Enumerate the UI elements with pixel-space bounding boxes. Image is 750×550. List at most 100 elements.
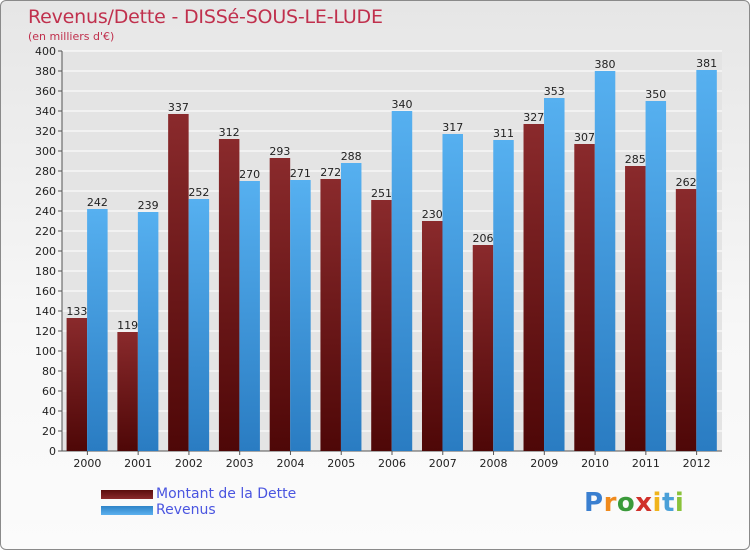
y-tick-label: 380 [35,65,56,78]
y-tick-label: 300 [35,145,56,158]
bar-dette [574,144,595,451]
logo-letter: x [635,488,653,518]
x-tick-label: 2012 [683,457,711,470]
x-tick-label: 2010 [581,457,609,470]
y-tick-label: 20 [42,425,56,438]
x-tick-label: 2009 [530,457,558,470]
y-tick-label: 340 [35,105,56,118]
data-label-revenus: 270 [239,168,260,181]
x-tick-label: 2006 [378,457,406,470]
y-tick-label: 240 [35,205,56,218]
data-label-dette: 312 [219,126,240,139]
bar-revenus [391,111,413,451]
y-tick-label: 400 [35,45,56,58]
bar-revenus [594,71,616,451]
y-tick-label: 280 [35,165,56,178]
data-label-dette: 230 [422,208,443,221]
y-tick-label: 80 [42,365,56,378]
y-tick-label: 160 [35,285,56,298]
data-label-revenus: 311 [493,127,514,140]
data-label-revenus: 252 [188,186,209,199]
data-label-revenus: 242 [87,196,108,209]
y-tick-label: 40 [42,405,56,418]
logo-letter: i [652,488,662,518]
data-label-dette: 293 [269,145,290,158]
bar-revenus [239,181,260,451]
x-tick-label: 2011 [632,457,660,470]
y-tick-label: 260 [35,185,56,198]
legend-label-revenus: Revenus [156,502,216,518]
bar-revenus [340,163,362,451]
data-label-revenus: 380 [595,58,616,71]
bar-dette [625,166,646,451]
bar-dette [269,158,291,451]
bar-dette [218,139,240,451]
bar-dette [472,245,494,451]
data-label-dette: 262 [676,176,697,189]
proxiti-logo: Proxiti [584,488,684,518]
legend-swatch-dette [101,490,153,499]
data-label-revenus: 288 [341,150,362,163]
x-tick-label: 2004 [276,457,304,470]
bar-revenus [544,98,565,451]
y-tick-label: 120 [35,325,56,338]
logo-letter: t [661,488,675,518]
bar-revenus [645,101,667,451]
x-tick-label: 2007 [429,457,457,470]
bar-revenus [290,180,311,451]
y-tick-label: 140 [35,305,56,318]
bar-revenus [137,212,159,451]
bar-dette [168,114,189,451]
data-label-dette: 272 [320,166,341,179]
data-label-dette: 206 [473,232,494,245]
y-tick-label: 0 [49,445,56,458]
bar-dette [320,179,341,451]
data-label-dette: 119 [117,319,138,332]
chart-title: Revenus/Dette - DISSé-SOUS-LE-LUDE [28,6,383,28]
bar-dette [117,332,138,451]
data-label-dette: 133 [66,305,87,318]
data-label-dette: 327 [523,111,544,124]
data-label-revenus: 317 [442,121,463,134]
chart-subtitle: (en milliers d'€) [28,30,115,43]
y-tick-label: 60 [42,385,56,398]
data-label-dette: 285 [625,153,646,166]
bar-dette [523,124,545,451]
data-label-dette: 337 [168,101,189,114]
y-tick-label: 320 [35,125,56,138]
y-tick-label: 100 [35,345,56,358]
bar-revenus [188,199,210,451]
logo-letter: o [616,488,636,518]
legend-label-dette: Montant de la Dette [156,486,297,502]
y-tick-label: 180 [35,265,56,278]
y-tick-label: 360 [35,85,56,98]
x-tick-label: 2003 [226,457,254,470]
bar-revenus [442,134,463,451]
logo-letter: i [674,488,685,518]
data-label-dette: 307 [574,131,595,144]
x-tick-label: 2000 [73,457,101,470]
bar-revenus [493,140,514,451]
y-tick-label: 200 [35,245,56,258]
legend-swatch-revenus [101,506,153,515]
x-tick-label: 2002 [175,457,203,470]
x-tick-label: 2008 [480,457,508,470]
data-label-dette: 251 [371,187,392,200]
data-label-revenus: 350 [645,88,666,101]
data-label-revenus: 239 [138,199,159,212]
logo-letter: r [603,488,617,518]
bar-revenus [696,70,717,451]
x-tick-label: 2001 [124,457,152,470]
logo-letter: P [584,488,604,518]
bar-dette [371,200,392,451]
bar-dette [675,189,697,451]
x-tick-label: 2005 [327,457,355,470]
y-tick-label: 220 [35,225,56,238]
data-label-revenus: 381 [696,57,717,70]
bar-revenus [87,209,108,451]
data-label-revenus: 340 [391,98,412,111]
bar-dette [66,318,88,451]
data-label-revenus: 271 [290,167,311,180]
